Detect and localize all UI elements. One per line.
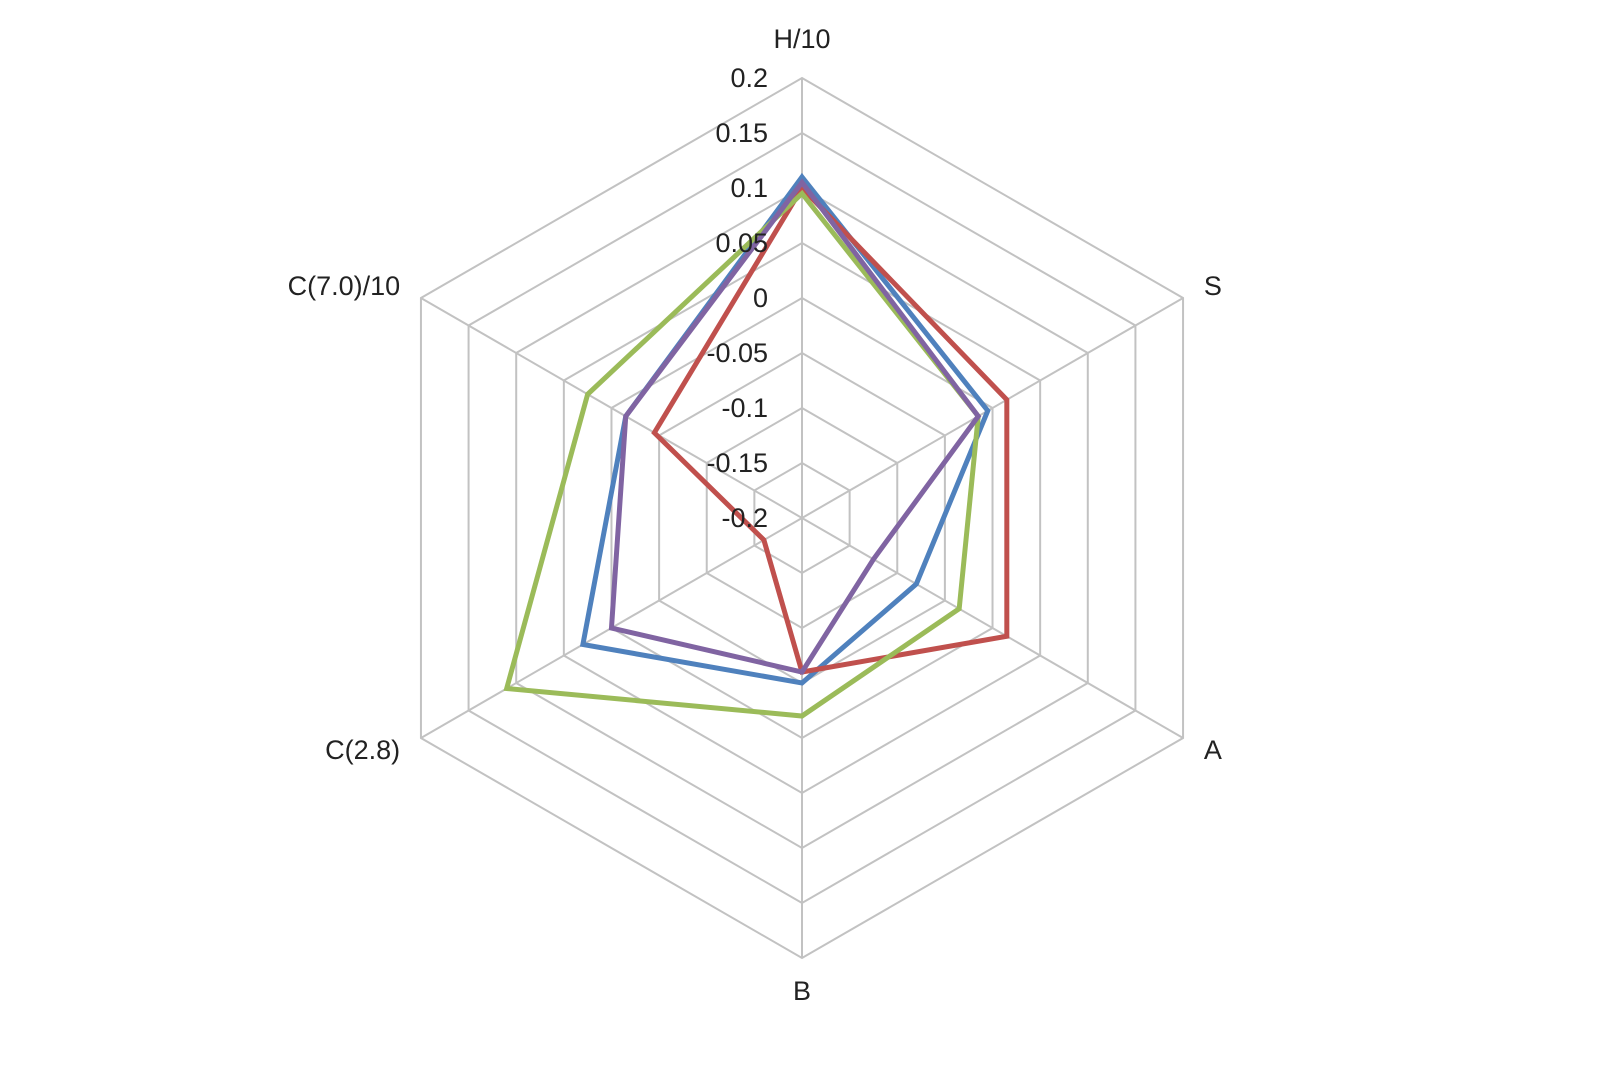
grid-spoke	[801, 297, 1184, 519]
tick-label: 0.05	[715, 228, 768, 258]
axis-label: B	[793, 976, 811, 1006]
tick-label: 0.2	[730, 63, 768, 93]
axis-label: A	[1204, 735, 1222, 765]
grid-spoke	[420, 297, 803, 519]
axis-label: C(2.8)	[325, 735, 400, 765]
tick-label: 0	[753, 283, 768, 313]
tick-label: -0.05	[706, 338, 768, 368]
tick-label: -0.2	[721, 503, 768, 533]
series-layer	[503, 172, 1010, 719]
series-line-4	[608, 178, 982, 675]
tick-label: -0.1	[721, 393, 768, 423]
axis-label: H/10	[773, 24, 830, 54]
grid-spoke	[801, 517, 1184, 739]
axis-label: S	[1204, 271, 1222, 301]
tick-label: -0.15	[706, 448, 768, 478]
tick-label: 0.15	[715, 118, 768, 148]
tick-label: 0.1	[730, 173, 768, 203]
grid-layer	[419, 76, 1185, 960]
axis-label: C(7.0)/10	[288, 271, 401, 301]
tick-label-layer: -0.2 -0.15 -0.1 -0.05 0 0.05 0.1 0.15 0.2	[706, 63, 768, 533]
axis-label-layer: H/10 S A B C(2.8) C(7.0)/10	[288, 24, 1222, 1006]
